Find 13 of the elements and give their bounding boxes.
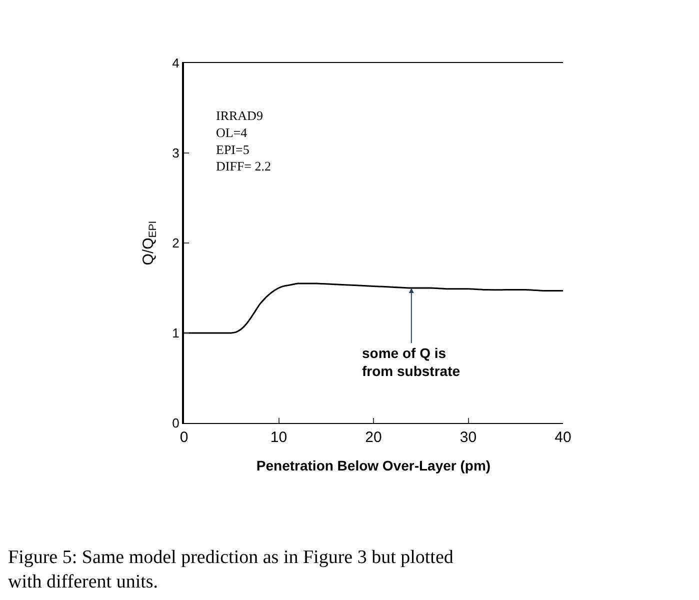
x-axis-title: Penetration Below Over-Layer (pm): [256, 457, 491, 474]
y-tick-label: 2: [172, 236, 180, 251]
x-tick-label: 40: [554, 429, 572, 446]
y-tick-label: 1: [172, 326, 180, 341]
y-tick-label: 3: [172, 146, 180, 161]
annotation: some of Q is from substrate: [362, 345, 460, 380]
y-tick-label: 4: [172, 56, 180, 71]
caption: Figure 5: Same model prediction as in Figure 3 but plotted with different units.: [8, 547, 454, 593]
annotation: IRRAD9 OL=4 EPI=5 DIFF= 2.2: [216, 108, 272, 174]
x-tick-label: 10: [270, 429, 288, 446]
x-tick-label: 30: [460, 429, 477, 446]
y-tick-label: 0: [172, 416, 180, 431]
x-tick-label: 20: [365, 429, 382, 446]
